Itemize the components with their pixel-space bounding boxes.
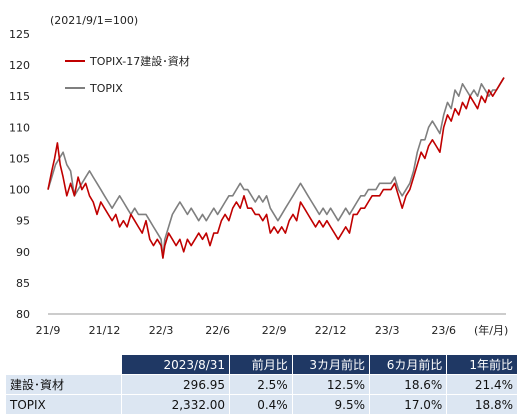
table-header-row: 2023/8/31 前月比 3カ月前比 6カ月前比 1年前比 [6,355,518,375]
y-tick-label: 105 [9,152,30,165]
y-tick-label: 90 [16,246,30,259]
row-name: 建設･資材 [6,374,122,395]
y-tick-label: 115 [9,90,30,103]
y-tick-label: 100 [9,184,30,197]
x-tick-label: 22/12 [315,324,347,337]
row-6m: 17.0% [369,394,448,414]
x-axis: 21/9 21/12 22/3 22/6 22/9 22/12 23/3 23/6 [36,324,456,337]
table-row: TOPIX 2,332.00 0.4% 9.5% 17.0% 18.8% [6,394,518,414]
table-row: 建設･資材 296.95 2.5% 12.5% 18.6% 21.4% [6,374,518,395]
row-value: 2,332.00 [121,394,231,414]
x-tick-label: 21/9 [36,324,61,337]
row-1m: 2.5% [229,374,293,395]
y-tick-label: 80 [16,308,30,321]
y-tick-label: 95 [16,215,30,228]
x-tick-label: 21/12 [89,324,121,337]
row-1m: 0.4% [229,394,293,414]
y-axis: 80 85 90 95 100 105 110 115 120 125 [9,28,30,321]
row-3m: 9.5% [292,394,371,414]
table-header-date: 2023/8/31 [121,355,231,375]
row-name: TOPIX [6,394,122,414]
legend: TOPIX-17建設･資材 TOPIX [65,54,190,95]
series-line-construction [47,77,505,259]
table-header-3m: 3カ月前比 [292,355,371,375]
x-tick-label: 23/3 [375,324,400,337]
row-1y: 18.8% [446,394,518,414]
y-tick-label: 120 [9,59,30,72]
row-value: 296.95 [121,374,231,395]
chart-subtitle: (2021/9/1=100) [50,14,138,27]
row-1y: 21.4% [446,374,518,395]
x-tick-label: 22/3 [149,324,174,337]
summary-table: 2023/8/31 前月比 3カ月前比 6カ月前比 1年前比 建設･資材 296… [6,355,518,414]
line-chart: (2021/9/1=100) 80 85 90 95 100 105 110 115 120 12… [9,14,508,337]
table-header-1m: 前月比 [229,355,293,375]
x-tick-label: 22/6 [205,324,230,337]
table-header-1y: 1年前比 [446,355,518,375]
row-6m: 18.6% [369,374,448,395]
y-tick-label: 125 [9,28,30,41]
x-tick-label: 23/6 [431,324,456,337]
y-tick-label: 110 [9,121,30,134]
series-group [47,77,505,259]
series-line-topix [47,77,505,259]
legend-label-topix: TOPIX [89,82,123,95]
row-3m: 12.5% [292,374,371,395]
x-axis-unit: (年/月) [474,323,508,337]
legend-label-construction: TOPIX-17建設･資材 [89,54,190,68]
table-header-6m: 6カ月前比 [369,355,448,375]
y-tick-label: 85 [16,277,30,290]
x-tick-label: 22/9 [262,324,287,337]
table-header-blank [6,355,122,375]
